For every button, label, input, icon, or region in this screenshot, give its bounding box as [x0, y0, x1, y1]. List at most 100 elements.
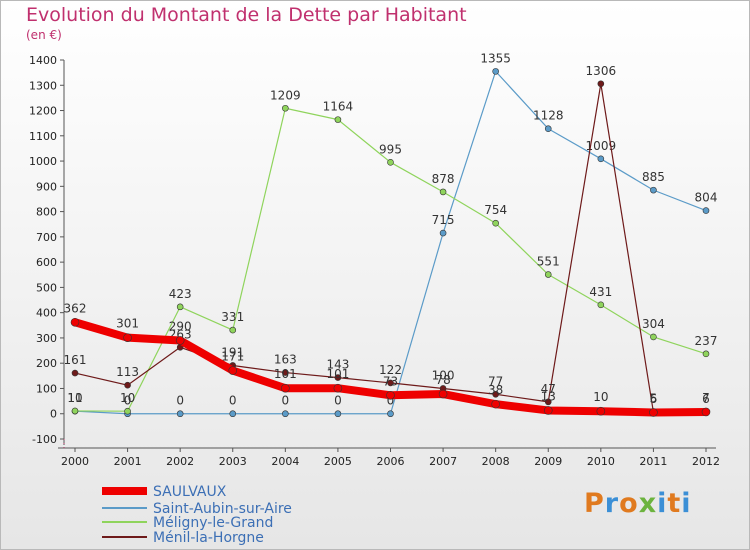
y-tick-label: -100	[32, 433, 57, 446]
data-label: 77	[488, 374, 503, 388]
logo-letter: i	[657, 488, 668, 519]
data-label: 101	[274, 367, 297, 381]
data-label: 1306	[586, 64, 617, 78]
data-label: 804	[695, 191, 718, 205]
data-point	[492, 68, 499, 75]
data-point	[544, 398, 552, 406]
data-point	[229, 410, 237, 418]
legend-label: SAULVAUX	[153, 484, 227, 500]
logo-letter: t	[667, 488, 682, 519]
data-point	[281, 383, 290, 393]
x-tick-label: 2008	[482, 455, 510, 468]
legend-label: Méligny-le-Grand	[153, 515, 273, 531]
data-label: 237	[695, 334, 718, 348]
legend-label: Saint-Aubin-sur-Aire	[153, 501, 292, 517]
logo-letter: P	[584, 488, 605, 519]
data-label: 1209	[270, 88, 301, 102]
data-label: 0	[282, 394, 290, 408]
data-label: 1164	[323, 100, 354, 114]
data-point	[492, 219, 499, 227]
y-tick-label: 1400	[29, 54, 57, 67]
data-point	[334, 410, 342, 418]
data-label: 995	[379, 142, 402, 156]
x-tick-label: 2012	[692, 455, 720, 468]
data-point	[334, 116, 342, 123]
data-point	[439, 188, 447, 196]
data-point	[387, 159, 394, 166]
data-point	[176, 303, 184, 311]
data-point	[543, 406, 553, 415]
data-label: 10	[593, 390, 608, 404]
data-label: 301	[116, 317, 139, 331]
y-tick-label: 300	[36, 332, 57, 345]
data-label: 423	[169, 287, 192, 301]
data-point	[544, 271, 552, 278]
x-tick-label: 2007	[429, 455, 457, 468]
data-point	[124, 381, 131, 389]
legend-label: Ménil-la-Horgne	[153, 530, 264, 546]
y-tick-label: 600	[36, 256, 57, 269]
y-tick-label: 1300	[29, 79, 57, 92]
data-point	[334, 374, 342, 381]
data-label: 0	[229, 394, 237, 408]
data-point	[438, 389, 448, 399]
logo-letter: x	[638, 488, 658, 519]
data-label: 143	[326, 358, 349, 372]
data-point	[387, 410, 394, 418]
data-label: 191	[221, 345, 244, 359]
x-tick-label: 2004	[271, 455, 299, 468]
y-tick-label: 1200	[29, 105, 57, 118]
y-tick-label: 700	[36, 231, 57, 244]
x-tick-label: 2000	[61, 455, 89, 468]
data-label: 113	[116, 365, 139, 379]
data-point	[649, 408, 658, 417]
data-point	[439, 229, 447, 237]
data-label: 362	[64, 301, 87, 315]
data-label: 0	[124, 394, 132, 408]
y-tick-label: 100	[36, 382, 57, 395]
data-point	[650, 186, 657, 194]
logo-letter: i	[681, 488, 692, 519]
data-label: 38	[488, 383, 503, 397]
data-label: 6	[650, 392, 658, 406]
data-point	[229, 326, 237, 334]
data-point	[282, 410, 289, 418]
logo-letter: o	[619, 488, 639, 519]
data-label: 100	[432, 368, 455, 382]
x-tick-label: 2001	[114, 455, 142, 468]
data-label: 0	[387, 394, 395, 408]
data-point	[492, 390, 499, 398]
data-label: 78	[435, 373, 450, 387]
y-tick-label: 1000	[29, 155, 57, 168]
x-tick-label: 2006	[377, 455, 405, 468]
y-tick-label: 200	[36, 357, 57, 370]
data-point	[333, 383, 343, 393]
data-label: 11	[67, 391, 82, 405]
data-point	[597, 80, 605, 88]
data-label: 331	[221, 310, 244, 324]
data-label: 885	[642, 170, 665, 184]
proxiti-logo: Proxiti	[584, 488, 692, 519]
data-label: 47	[541, 382, 556, 396]
data-point	[701, 407, 711, 417]
data-label: 13	[541, 389, 556, 403]
data-label: 754	[484, 203, 507, 217]
data-label: 878	[432, 172, 455, 186]
data-point	[387, 379, 394, 387]
data-point	[544, 125, 552, 133]
data-label: 101	[326, 367, 349, 381]
data-label: 163	[274, 353, 297, 367]
data-point	[282, 104, 289, 112]
data-point	[282, 369, 289, 376]
data-point	[650, 333, 657, 341]
data-label: 5	[650, 391, 658, 405]
data-label: 551	[537, 255, 560, 269]
data-point	[71, 407, 79, 415]
data-label: 7	[702, 391, 710, 405]
data-point	[70, 317, 80, 327]
chart-subtitle: (en €)	[26, 28, 62, 42]
data-point	[386, 390, 395, 400]
y-tick-label: 400	[36, 307, 57, 320]
data-label: 10	[67, 391, 82, 405]
